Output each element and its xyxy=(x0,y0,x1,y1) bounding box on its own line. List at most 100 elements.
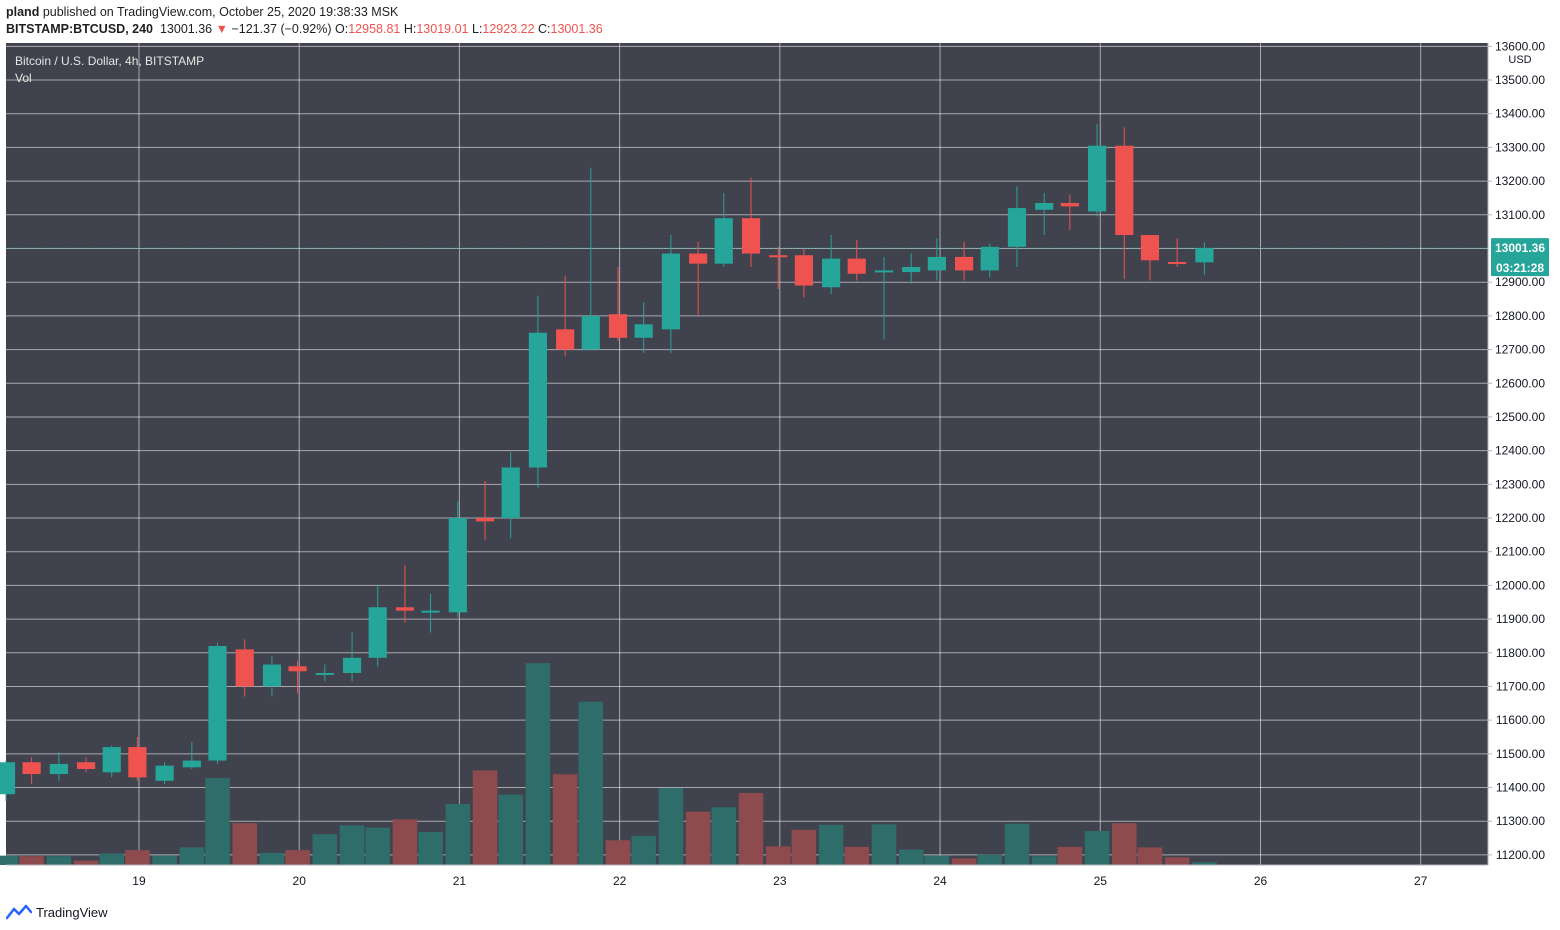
legend-title: Bitcoin / U.S. Dollar, 4h, BITSTAMP xyxy=(15,54,204,68)
candle-body xyxy=(1060,203,1079,207)
price-tick-label: 11800.00 xyxy=(1496,646,1545,660)
time-tick-label: 25 xyxy=(1094,874,1108,888)
volume-bar xyxy=(46,856,72,865)
candle-body xyxy=(1035,203,1054,210)
volume-bar xyxy=(19,856,44,865)
price-tick-label: 13200.00 xyxy=(1495,174,1545,188)
chart-background xyxy=(6,43,1488,865)
time-axis-labels: 19 20 21 22 23 24 25 26 27 xyxy=(132,874,1427,888)
volume-bar xyxy=(605,840,631,865)
candle-body xyxy=(661,253,680,330)
candle-body xyxy=(847,258,866,274)
volume-bar xyxy=(791,829,817,865)
candle-body xyxy=(49,763,68,775)
price-tick-label: 12900.00 xyxy=(1495,275,1545,289)
candle-body xyxy=(822,258,841,288)
volume-bar xyxy=(1137,847,1163,865)
volume-bar xyxy=(232,823,258,865)
price-tick-label: 11700.00 xyxy=(1496,679,1545,693)
candle-body xyxy=(1115,145,1134,236)
candle-body xyxy=(794,255,813,286)
candle-body xyxy=(448,518,467,613)
candle-body xyxy=(1087,145,1107,212)
price-axis-labels: 11200.00 11300.00 11400.00 11500.00 11600.00… xyxy=(1488,39,1545,862)
price-tick-label: 12000.00 xyxy=(1495,578,1545,592)
publisher-name[interactable]: pland xyxy=(6,5,40,19)
volume-bar xyxy=(339,825,365,865)
grid xyxy=(6,43,1488,865)
volume-bar xyxy=(738,792,764,865)
volume-bar xyxy=(99,853,125,865)
candle-body xyxy=(741,218,761,254)
candle-body xyxy=(608,314,628,338)
ohlc-low-value: 12923.22 xyxy=(482,22,535,36)
time-tick-label: 27 xyxy=(1414,874,1428,888)
candle-body xyxy=(556,329,575,350)
candle-body xyxy=(155,765,174,781)
price-chart[interactable]: 11200.00 11300.00 11400.00 11500.00 11600.00… xyxy=(0,0,1560,895)
candle-body xyxy=(395,607,415,611)
price-tick-label: 11300.00 xyxy=(1496,814,1545,828)
candle-body xyxy=(1140,235,1160,261)
volume-bar xyxy=(472,770,498,865)
candle-body xyxy=(874,270,894,273)
volume-bar xyxy=(658,788,684,865)
candle-body xyxy=(581,315,600,350)
candle-body xyxy=(421,610,440,613)
price-change: −121.37 (−0.92%) xyxy=(231,22,332,36)
volume-bar xyxy=(844,846,870,865)
candle-body xyxy=(0,762,16,795)
volume-bar xyxy=(125,850,150,865)
published-info: published on TradingView.com, October 25… xyxy=(42,5,399,19)
price-tick-label: 12500.00 xyxy=(1495,410,1545,424)
candle-body xyxy=(1195,248,1214,263)
volume-bar xyxy=(205,778,230,865)
volume-bar xyxy=(818,824,844,865)
price-tick-label: 11600.00 xyxy=(1496,713,1545,727)
candle-body xyxy=(128,747,147,778)
candle-body xyxy=(315,672,334,675)
tradingview-branding[interactable]: TradingView xyxy=(6,901,108,923)
candle-body xyxy=(1168,261,1187,264)
current-price-label: 13001.36 xyxy=(1495,241,1545,255)
volume-bar xyxy=(392,819,418,865)
volume-bar xyxy=(924,855,950,865)
price-axis-background[interactable] xyxy=(1488,43,1560,895)
price-tick-label: 13100.00 xyxy=(1495,208,1545,222)
price-tick-label: 11200.00 xyxy=(1496,848,1545,862)
time-axis-background[interactable] xyxy=(6,865,1488,895)
volume-bar xyxy=(578,701,604,865)
price-tick-label: 12800.00 xyxy=(1495,309,1545,323)
price-axis-unit: USD xyxy=(1508,54,1531,66)
ohlc-high-label: H: xyxy=(403,22,417,36)
candle-body xyxy=(902,267,921,273)
candle-body xyxy=(927,256,946,271)
price-tick-label: 11900.00 xyxy=(1496,612,1545,626)
volume-bar xyxy=(977,854,1003,865)
tradingview-brand-name: TradingView xyxy=(36,904,108,920)
volume-bar xyxy=(871,824,897,865)
ohlc-open-label: O: xyxy=(335,22,349,36)
volume-bar xyxy=(152,855,177,865)
volume-bar xyxy=(1004,823,1030,865)
candle-body xyxy=(182,760,201,768)
time-tick-label: 19 xyxy=(132,874,146,888)
volume-bar xyxy=(179,847,205,865)
price-tick-label: 13500.00 xyxy=(1495,73,1545,87)
candle-body xyxy=(714,218,733,264)
candle-body xyxy=(634,324,653,338)
volume-bar xyxy=(312,834,338,865)
price-tick-label: 12200.00 xyxy=(1495,511,1545,525)
volume-bar xyxy=(365,827,390,865)
volume-bar xyxy=(1192,862,1217,865)
ohlc-close-value: 13001.36 xyxy=(550,22,603,36)
current-price-badge xyxy=(1491,238,1549,277)
volume-bar xyxy=(1084,830,1110,865)
bar-countdown-label: 03:21:28 xyxy=(1496,261,1544,275)
volume-bar xyxy=(1031,856,1057,865)
ohlc-low-label: L: xyxy=(471,22,483,36)
tradingview-logo-icon xyxy=(6,904,32,920)
price-tick-label: 12600.00 xyxy=(1495,376,1545,390)
ohlc-open-value: 12958.81 xyxy=(348,22,401,36)
candle-body xyxy=(77,762,96,769)
